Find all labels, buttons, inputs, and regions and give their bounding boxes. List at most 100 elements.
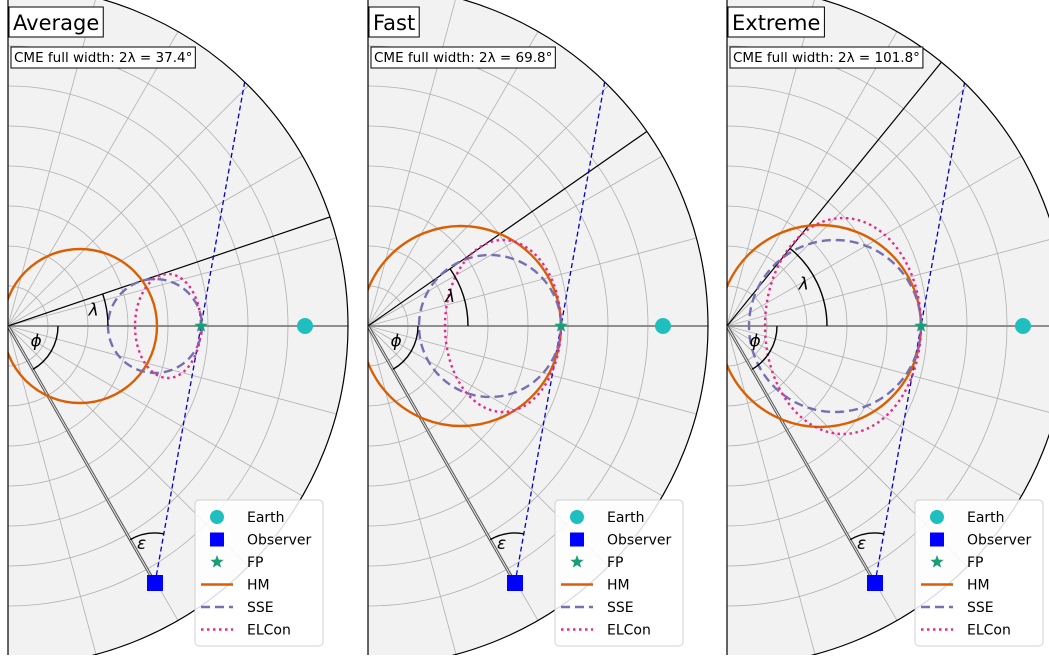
- legend-label: FP: [967, 555, 984, 571]
- phi-label: ϕ: [30, 332, 41, 352]
- lambda-label: λ: [798, 275, 809, 295]
- lambda-label: λ: [444, 287, 455, 307]
- epsilon-label: ε: [497, 534, 506, 554]
- legend-label: ELCon: [967, 623, 1011, 639]
- legend-label: Earth: [607, 510, 645, 526]
- lambda-arc: [789, 247, 828, 327]
- cme-width-box: [370, 46, 556, 69]
- legend-label: SSE: [247, 600, 274, 616]
- legend: Earth Observer FP HM SSE ELCon: [194, 499, 324, 647]
- panel-extreme: λ ϕ ε Extreme CME full width: 2λ = 101.8° Ear…: [726, 0, 1049, 659]
- phi-arc: [32, 325, 59, 371]
- epsilon-arc: [489, 532, 524, 541]
- sse-front: [417, 253, 563, 399]
- grid-spoke: [8, 31, 179, 327]
- observer-marker: [147, 575, 163, 591]
- elcon-front: [133, 272, 203, 380]
- grid-spoke: [727, 325, 1049, 415]
- cme-edge-line: [8, 216, 331, 327]
- legend-box: [914, 499, 1044, 647]
- grid-spoke: [727, 85, 968, 327]
- grid-spoke: [368, 31, 539, 327]
- panel-fast: λ ϕ ε Fast CME full width: 2λ = 69.8° Earth Ob…: [367, 0, 709, 659]
- panel-title: Average: [13, 11, 99, 35]
- grid-spoke: [8, 325, 97, 655]
- observer-marker: [507, 575, 523, 591]
- legend-label: Observer: [967, 533, 1031, 549]
- plot-area: [727, 0, 1049, 659]
- lambda-arc: [102, 293, 109, 327]
- epsilon-arc: [129, 532, 164, 541]
- legend-earth-icon: [930, 510, 944, 524]
- earth-marker: [297, 318, 313, 334]
- lambda-arc: [449, 268, 469, 327]
- legend: Earth Observer FP HM SSE ELCon: [554, 499, 684, 647]
- panel-title-box: [727, 6, 825, 38]
- fp-marker: [554, 319, 568, 332]
- grid-spoke: [727, 237, 1049, 327]
- phi-arc: [751, 325, 778, 370]
- grid-spoke: [368, 325, 457, 655]
- legend-label: Observer: [247, 533, 311, 549]
- grid-spoke: [8, 325, 303, 497]
- epsilon-label: ε: [857, 534, 866, 554]
- cme-width-label: CME full width: 2λ = 101.8°: [733, 50, 920, 66]
- phi-arc: [392, 325, 419, 371]
- legend-label: Observer: [607, 533, 671, 549]
- grid-spoke: [727, 31, 898, 327]
- panel-title-box: [368, 6, 420, 38]
- legend-fp-icon: [930, 555, 944, 568]
- legend-label: Earth: [247, 510, 285, 526]
- panel-title-box: [8, 6, 104, 38]
- observer-direction-inner: [8, 325, 156, 584]
- legend-observer-icon: [570, 532, 584, 547]
- elcon-front: [443, 238, 563, 414]
- lambda-label: λ: [88, 300, 99, 320]
- epsilon-arc: [849, 532, 884, 541]
- observer-marker: [867, 575, 883, 591]
- panel-title: Fast: [373, 11, 415, 35]
- grid-spoke: [8, 155, 303, 327]
- cme-width-label: CME full width: 2λ = 37.4°: [14, 50, 192, 66]
- legend-label: ELCon: [607, 623, 651, 639]
- plot-boundary-arc: [73, 0, 349, 659]
- plot-area: [368, 0, 708, 659]
- legend-observer-icon: [210, 532, 224, 547]
- hm-front: [8, 247, 159, 405]
- plot-boundary-arc: [792, 0, 1049, 659]
- grid-spoke: [727, 325, 816, 655]
- cme-edge-line: [368, 130, 648, 327]
- legend-box: [554, 499, 684, 647]
- legend-label: Earth: [967, 510, 1005, 526]
- legend-observer-icon: [930, 532, 944, 547]
- legend-box: [194, 499, 324, 647]
- cme-width-box: [10, 46, 196, 69]
- epsilon-label: ε: [137, 534, 146, 554]
- cme-width-label: CME full width: 2λ = 69.8°: [374, 50, 552, 66]
- grid-spoke: [8, 85, 249, 327]
- sse-front: [747, 238, 923, 414]
- grid-spoke: [368, 325, 697, 415]
- legend-label: ELCon: [247, 623, 291, 639]
- plot-boundary-arc: [433, 0, 709, 659]
- legend-fp-icon: [210, 555, 224, 568]
- cme-edge-line: [727, 61, 942, 327]
- legend-label: FP: [607, 555, 624, 571]
- grid-spoke: [368, 85, 609, 327]
- legend-label: HM: [607, 578, 630, 594]
- panel-title: Extreme: [732, 11, 820, 35]
- legend-earth-icon: [570, 510, 584, 524]
- cme-width-box: [729, 46, 924, 69]
- plot-area: [8, 0, 348, 659]
- legend-fp-icon: [570, 555, 584, 568]
- legend-label: HM: [247, 578, 270, 594]
- panel-average: λ ϕ ε Average CME full width: 2λ = 37.4° Eart…: [7, 0, 349, 659]
- earth-marker: [1015, 318, 1031, 334]
- legend-label: FP: [247, 555, 264, 571]
- legend-label: HM: [967, 578, 990, 594]
- legend-label: SSE: [967, 600, 994, 616]
- elcon-front: [763, 216, 923, 436]
- legend: Earth Observer FP HM SSE ELCon: [914, 499, 1044, 647]
